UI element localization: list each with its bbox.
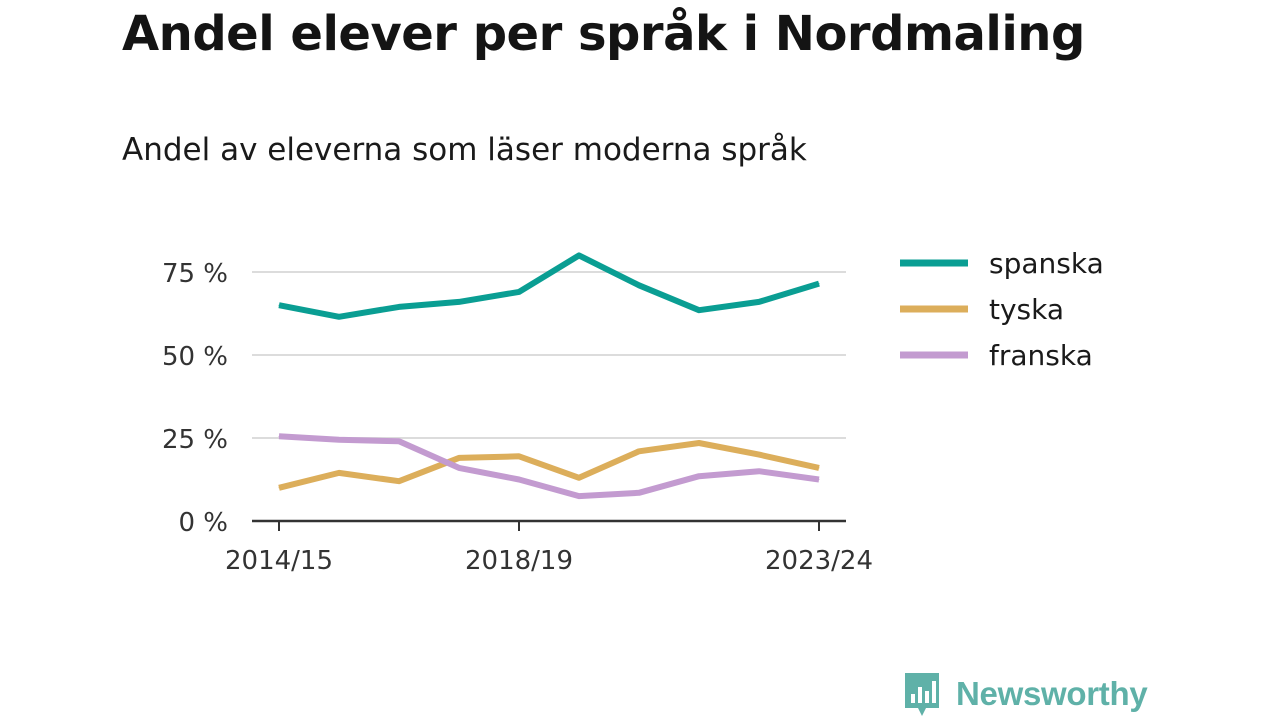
data-point-franska xyxy=(458,467,460,469)
data-point-tyska xyxy=(698,442,700,444)
data-point-tyska xyxy=(578,477,580,479)
chart-title: Andel elever per språk i Nordmaling xyxy=(122,6,1085,62)
data-point-spanska xyxy=(338,316,340,318)
data-point-tyska xyxy=(638,450,640,452)
data-point-spanska xyxy=(278,304,280,306)
data-point-spanska xyxy=(638,284,640,286)
data-point-spanska xyxy=(758,301,760,303)
y-tick-label: 50 % xyxy=(162,342,228,372)
legend-label-spanska: spanska xyxy=(989,247,1104,280)
data-point-franska xyxy=(818,479,820,480)
data-point-spanska xyxy=(578,254,580,256)
data-point-spanska xyxy=(518,291,520,293)
data-point-tyska xyxy=(458,457,460,459)
data-point-spanska xyxy=(458,301,460,303)
series-line-spanska xyxy=(278,252,820,320)
bar-chart-speech-bubble-icon xyxy=(905,673,939,716)
series-line-franska xyxy=(278,433,820,500)
series-line-tyska xyxy=(278,440,820,491)
data-point-tyska xyxy=(518,455,520,457)
data-point-spanska xyxy=(398,306,400,308)
data-point-franska xyxy=(518,479,520,480)
legend-label-franska: franska xyxy=(989,339,1093,372)
data-point-tyska xyxy=(338,472,340,474)
data-point-tyska xyxy=(278,487,280,489)
data-point-franska xyxy=(758,470,760,472)
x-tick-label: 2023/24 xyxy=(765,546,873,576)
x-tick-label: 2014/15 xyxy=(225,546,333,576)
data-point-tyska xyxy=(758,454,760,456)
x-tick-label: 2018/19 xyxy=(465,546,573,576)
brand-name: Newsworthy xyxy=(956,675,1148,712)
y-tick-label: 75 % xyxy=(162,259,228,289)
chart-subtitle: Andel av eleverna som läser moderna språ… xyxy=(122,132,807,168)
data-point-franska xyxy=(638,492,640,494)
data-point-tyska xyxy=(818,467,820,469)
y-tick-label: 25 % xyxy=(162,425,228,455)
data-point-spanska xyxy=(818,283,820,285)
data-point-franska xyxy=(338,439,340,441)
newsworthy-brand: Newsworthy xyxy=(902,670,1148,718)
data-point-franska xyxy=(278,435,280,437)
data-point-spanska xyxy=(698,309,700,311)
data-point-franska xyxy=(398,440,400,442)
data-point-franska xyxy=(578,495,580,497)
data-point-franska xyxy=(698,475,700,477)
y-tick-label: 0 % xyxy=(178,508,228,538)
data-point-tyska xyxy=(398,480,400,482)
legend-label-tyska: tyska xyxy=(989,293,1064,326)
